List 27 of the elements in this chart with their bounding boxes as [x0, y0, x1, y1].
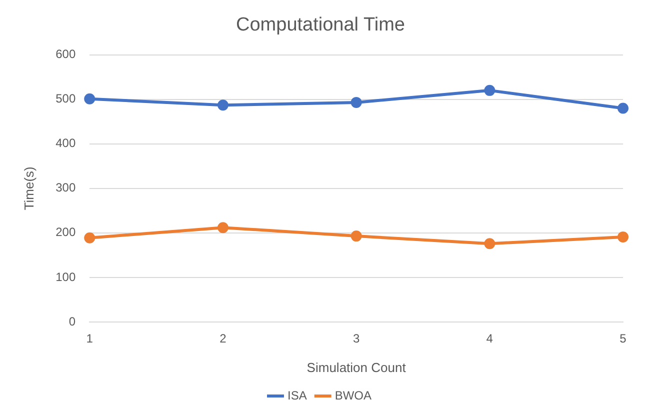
chart-title: Computational Time [236, 14, 405, 36]
legend-label: ISA [287, 388, 307, 402]
point [484, 238, 496, 250]
y-tick-label: 300 [56, 180, 76, 195]
point [84, 232, 96, 244]
y-tick-label: 400 [56, 136, 76, 150]
y-tick-label: 0 [68, 314, 76, 328]
point [618, 231, 628, 242]
x-tick-label: 5 [620, 332, 627, 346]
point [350, 96, 362, 108]
y-tick-label: 200 [56, 225, 76, 240]
y-tick-label: 600 [56, 47, 76, 62]
x-tick-label: 2 [220, 332, 227, 346]
point [350, 230, 362, 242]
x-axis-title: Simulation Count [306, 360, 406, 375]
y-tick-label: 500 [56, 92, 76, 106]
point [217, 100, 228, 111]
point [217, 222, 228, 234]
point [84, 93, 96, 104]
point [484, 84, 496, 96]
x-tick-label: 3 [352, 332, 360, 346]
legend-label: BWOA [334, 388, 372, 402]
point [618, 102, 628, 114]
y-axis-title: Time(s) [21, 166, 36, 210]
y-tick-label: 100 [56, 270, 76, 284]
x-tick-label: 4 [486, 332, 494, 346]
x-tick-label: 1 [86, 332, 94, 346]
